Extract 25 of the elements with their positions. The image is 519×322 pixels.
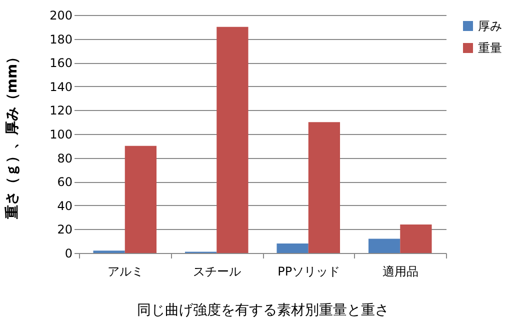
bar: [368, 238, 400, 253]
x-tick-label: スチール: [193, 264, 242, 278]
y-tick-label: 160: [50, 56, 72, 70]
bar: [216, 26, 248, 253]
y-tick-label: 0: [64, 246, 72, 260]
x-tick-label: 適用品: [382, 264, 419, 278]
x-tick-label: PPソリッド: [278, 264, 340, 278]
y-tick-label: 40: [57, 198, 72, 213]
y-tick-label: 200: [50, 8, 72, 22]
bar: [124, 146, 157, 253]
bar: [276, 243, 308, 253]
y-axis-title: 重さ（ｇ）、厚み（mm）: [4, 50, 21, 220]
y-tick-label: 120: [50, 104, 72, 118]
legend-label: 重量: [478, 41, 502, 55]
bar: [308, 122, 340, 253]
bar: [400, 224, 432, 253]
y-tick-label: 180: [50, 32, 72, 46]
y-tick-label: 60: [57, 175, 72, 190]
y-tick-label: 140: [50, 80, 72, 94]
y-tick-label: 100: [50, 128, 72, 142]
y-tick-label: 80: [57, 151, 72, 166]
y-tick-label: 20: [57, 222, 72, 237]
x-axis-title: 同じ曲げ強度を有する素材別重量と重さ: [137, 302, 389, 318]
x-tick-label: アルミ: [107, 264, 144, 278]
legend-label: 厚み: [478, 19, 502, 33]
